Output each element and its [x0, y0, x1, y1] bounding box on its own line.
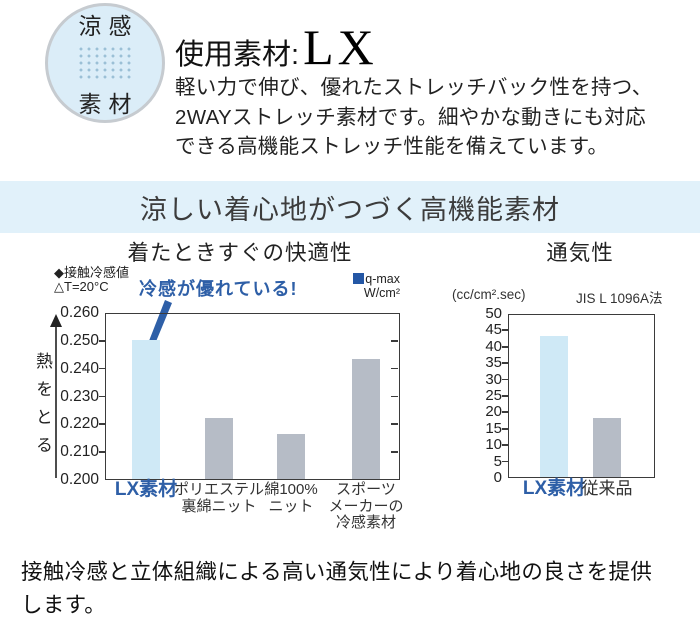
- y-tick-label: 10: [485, 436, 502, 454]
- y-tick-mark: [391, 367, 398, 370]
- x-axis-label: 綿100% ニット: [229, 481, 353, 515]
- y-tick-mark: [99, 423, 105, 426]
- contact-cool-note: ◆接触冷感値 △T=20°C: [54, 266, 129, 293]
- y-tick-label: 40: [485, 337, 502, 355]
- x-axis-label-line: 綿100%: [264, 481, 318, 498]
- contact-cool-note-line: △T=20°C: [54, 278, 109, 294]
- footer-line: します。: [21, 593, 107, 617]
- bar-従来品: [593, 417, 621, 477]
- badge-bottom-label: 素材: [78, 91, 139, 117]
- method-label: JIS L 1096A法: [576, 291, 663, 306]
- y-tick-label: 45: [485, 321, 502, 339]
- y-tick-label: 0.230: [60, 387, 99, 405]
- y-tick-label: 30: [485, 370, 502, 388]
- y-tick-label: 0.210: [60, 443, 99, 461]
- y-tick-label: 0: [493, 469, 502, 486]
- comfort-chart-title: 着たときすぐの快適性: [127, 241, 353, 265]
- y-tick-mark: [502, 427, 508, 430]
- x-axis-label: 従来品: [545, 479, 669, 498]
- qmax-legend: q-max W/cm²: [330, 272, 400, 300]
- contact-cool-note-line: ◆接触冷感値: [54, 265, 129, 280]
- legend-label: q-max: [365, 272, 400, 286]
- callout-text: 冷感が優れている!: [139, 279, 298, 299]
- footer-text: 接触冷感と立体組織による高い通気性により着心地の良さを提供 します。: [21, 556, 652, 620]
- cool-material-badge: 涼感 素材: [45, 3, 165, 123]
- badge-top-label: 涼感: [78, 13, 139, 39]
- y-tick-label: 15: [485, 419, 502, 437]
- y-tick-mark: [502, 444, 508, 446]
- y-tick-label: 0.250: [60, 331, 99, 349]
- y-tick-label: 0.260: [60, 304, 99, 321]
- x-axis-label-line: ポリエステル: [173, 481, 264, 498]
- x-axis-label: LX素材: [84, 479, 208, 500]
- y-tick-mark: [502, 378, 508, 381]
- dots-pattern-icon: [76, 46, 134, 80]
- material-description: 軽い力で伸び、優れたストレッチバック性を持つ、 2WAYストレッチ素材です。細や…: [175, 73, 653, 162]
- y-tick-label: 0.220: [60, 415, 99, 433]
- y-tick-mark: [502, 411, 508, 414]
- legend-unit: W/cm²: [363, 286, 400, 300]
- material-name: LX: [303, 19, 378, 75]
- y-tick-mark: [391, 423, 398, 426]
- x-axis-label: スポーツ メーカーの 冷感素材: [304, 481, 428, 532]
- description-line: 軽い力で伸び、優れたストレッチバック性を持つ、: [175, 76, 653, 99]
- footer-line: 接触冷感と立体組織による高い通気性により着心地の良さを提供: [21, 560, 653, 584]
- y-tick-mark: [502, 329, 508, 332]
- x-axis-label-line: 従来品: [581, 479, 633, 498]
- y-tick-mark: [391, 395, 398, 398]
- description-line: できる高機能ストレッチ性能を備えています。: [175, 135, 609, 158]
- y-tick-mark: [99, 367, 105, 370]
- y-tick-mark: [99, 339, 105, 342]
- plot-frame: [105, 313, 400, 480]
- y-tick-mark: [502, 362, 508, 364]
- y-tick-mark: [391, 339, 398, 342]
- bar-LX素材: [540, 335, 568, 477]
- y-tick-mark: [391, 451, 398, 453]
- bar-LX素材: [132, 339, 160, 479]
- bar-綿100%ニット: [277, 434, 305, 479]
- bar-スポーツメーカーの冷感素材: [352, 359, 380, 479]
- x-axis-label-line: ニット: [268, 497, 314, 515]
- x-axis-label-line: 裏綿ニット: [181, 497, 257, 515]
- x-axis-label: ポリエステル 裏綿ニット: [157, 481, 281, 515]
- y-tick-label: 20: [485, 403, 502, 421]
- y-tick-label: 5: [493, 452, 502, 470]
- x-axis-label-line: LX素材: [522, 478, 586, 499]
- x-axis-label-line: LX素材: [114, 479, 178, 500]
- y-tick-label: 35: [485, 354, 502, 372]
- y-axis-label: 熱をとる: [33, 352, 52, 464]
- x-axis-label-line: メーカーの: [328, 497, 404, 515]
- bar-ポリエステル裏綿ニット: [205, 417, 233, 479]
- y-tick-mark: [99, 451, 105, 453]
- banner-title: 涼しい着心地がつづく高機能素材: [140, 194, 560, 225]
- y-axis-arrow-icon: [50, 314, 62, 478]
- unit-label: (cc/cm².sec): [452, 287, 526, 302]
- x-axis-label-line: 冷感素材: [335, 514, 396, 531]
- material-title: 使用素材: LX: [175, 18, 378, 76]
- x-axis-label: LX素材: [492, 478, 616, 499]
- y-tick-label: 25: [485, 387, 502, 404]
- description-line: 2WAYストレッチ素材です。細やかな動きにも対応: [175, 105, 646, 129]
- material-title-prefix: 使用素材:: [175, 39, 300, 71]
- feature-banner: 涼しい着心地がつづく高機能素材: [0, 181, 700, 233]
- y-tick-label: 0.240: [60, 359, 99, 377]
- y-tick-label: 0.200: [60, 471, 99, 488]
- y-tick-mark: [502, 345, 508, 348]
- y-tick-mark: [502, 460, 508, 463]
- y-tick-mark: [502, 395, 508, 397]
- x-axis-label-line: スポーツ: [336, 481, 396, 498]
- y-tick-label: 50: [485, 305, 502, 322]
- plot-frame: [508, 314, 655, 478]
- legend-swatch-icon: [353, 273, 365, 284]
- breathability-chart-title: 通気性: [546, 241, 614, 265]
- y-tick-mark: [99, 395, 105, 398]
